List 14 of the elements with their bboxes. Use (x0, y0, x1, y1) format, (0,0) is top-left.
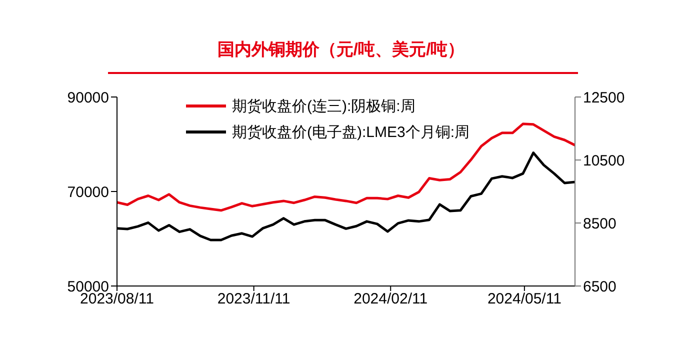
x-tick-label: 2024/02/11 (354, 290, 428, 308)
legend-label: 期货收盘价(电子盘):LME3个月铜:周 (232, 122, 470, 142)
line-series (117, 122, 575, 212)
chart-title: 国内外铜期价（元/吨、美元/吨） (216, 39, 466, 61)
x-tick-label: 2023/08/11 (80, 290, 154, 308)
y-tick-label: 70000 (67, 184, 109, 201)
y2-tick-label: 10500 (583, 152, 625, 170)
y2-tick-label: 6500 (583, 278, 616, 296)
x-tick-label: 2023/11/11 (217, 290, 290, 308)
y2-tick-label: 12500 (583, 89, 625, 106)
x-tick-label: 2024/05/11 (487, 290, 562, 308)
legend-label: 期货收盘价(连三):阴极铜:周 (232, 96, 416, 116)
y2-tick-label: 8500 (583, 215, 616, 232)
y-tick-label: 90000 (67, 89, 109, 106)
